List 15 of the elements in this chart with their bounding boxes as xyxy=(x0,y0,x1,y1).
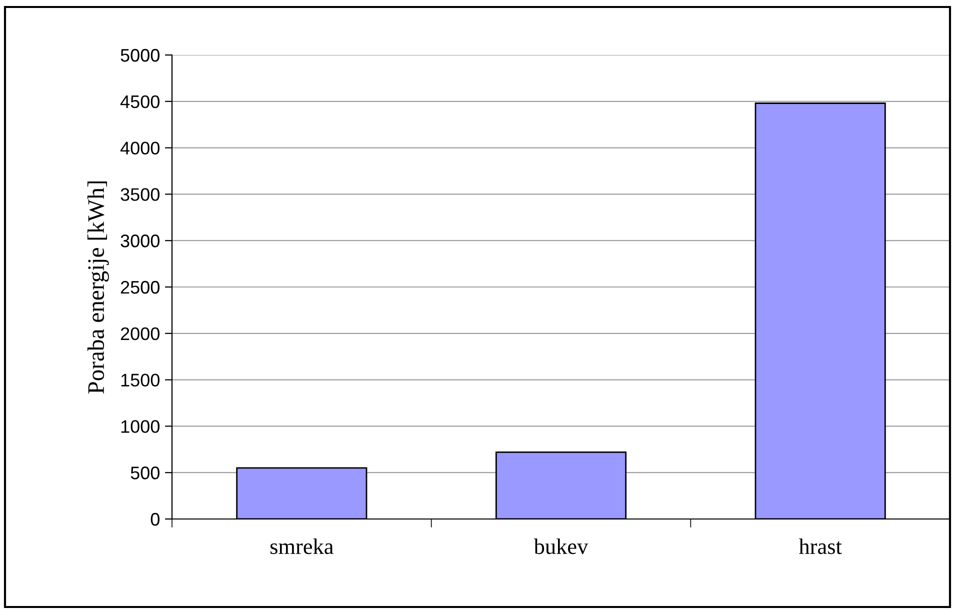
y-tick-label: 1500 xyxy=(121,374,160,387)
y-tick-label: 500 xyxy=(130,466,160,480)
x-tick-label: bukev xyxy=(534,538,588,554)
y-tick-label: 1000 xyxy=(121,420,160,433)
y-tick-label: 0 xyxy=(150,512,160,526)
y-tick-label: 3500 xyxy=(120,188,160,201)
y-tick-label: 3000 xyxy=(120,234,160,248)
y-tick-label: 5000 xyxy=(120,48,160,62)
y-tick-label: 4500 xyxy=(120,95,160,108)
x-tick-label: smreka xyxy=(270,538,334,554)
y-tick-label: 2500 xyxy=(120,280,160,294)
y-tick-label: 4000 xyxy=(120,142,160,155)
y-tick-label: 2000 xyxy=(120,327,160,340)
x-tick-label: hrast xyxy=(798,538,842,554)
y-axis-title: Poraba energije [kWh] xyxy=(87,181,109,394)
